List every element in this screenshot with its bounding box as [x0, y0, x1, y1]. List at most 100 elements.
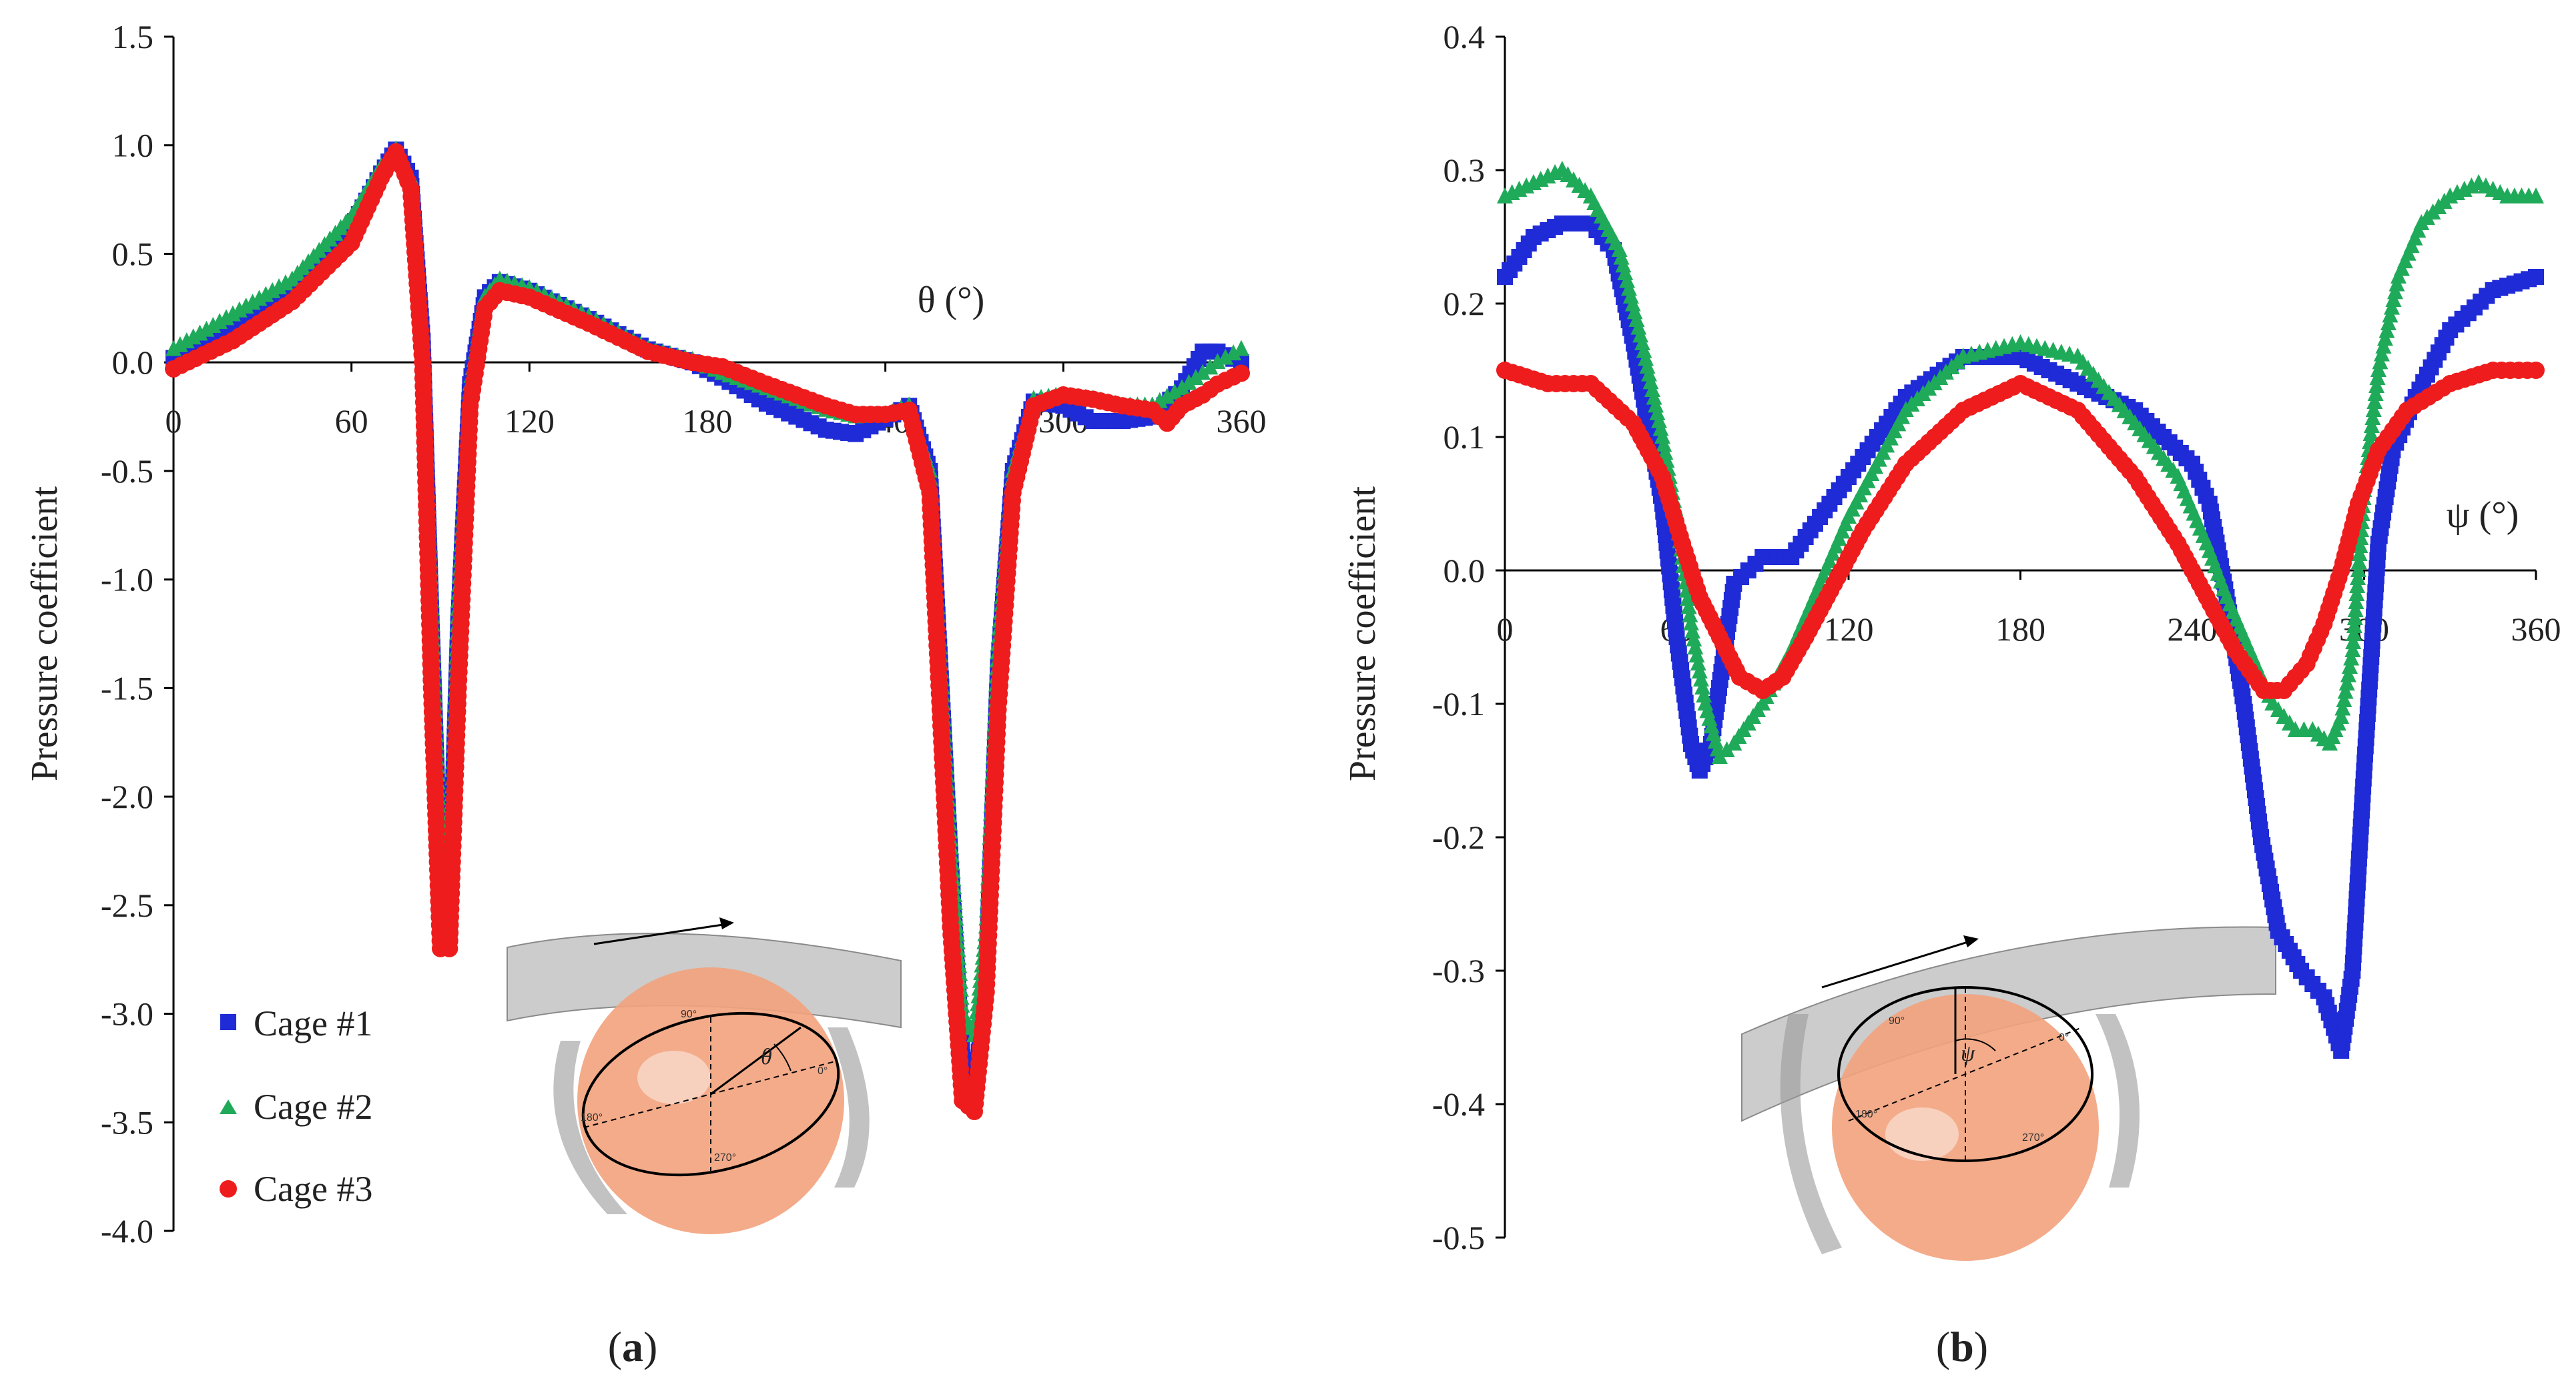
data-point-a-cage-2	[1187, 369, 1204, 386]
rotation-arrow-head-b	[1963, 935, 1979, 947]
rotation-arrow-shaft-a	[593, 923, 728, 945]
series-a-cage-3	[165, 143, 1250, 1120]
y-tick-label-a: 1.5	[112, 18, 154, 55]
y-tick-label-a: -1.0	[101, 561, 153, 598]
data-point-a-cage-2	[1202, 358, 1219, 375]
x-tick-label-a: 180	[683, 402, 733, 440]
y-tick-label-b: 0.0	[1443, 552, 1486, 589]
series-a	[165, 140, 1250, 1120]
x-tick-label-a: 60	[335, 402, 368, 440]
y-tick-label-a: 0.0	[112, 344, 154, 381]
data-point-b-cage-2	[1634, 334, 1650, 350]
data-point-b-cage-3	[2527, 362, 2545, 379]
y-axis-label-a: Pressure coefficient	[24, 486, 65, 782]
angle-label-180-b: 180°	[1855, 1109, 1877, 1120]
data-point-a-cage-2	[1217, 348, 1234, 365]
data-point-b-cage-2	[1690, 654, 1706, 670]
data-point-b-cage-2	[1651, 412, 1668, 428]
legend-label-cage-1: Cage #1	[254, 1003, 372, 1043]
angle-label-90-b: 90°	[1889, 1015, 1905, 1027]
legend-marker-cage-1	[220, 1014, 236, 1030]
data-point-b-cage-2	[1638, 350, 1654, 366]
series-b	[1496, 161, 2545, 1059]
angle-symbol-b: ψ	[1961, 1041, 1975, 1066]
x-axis-label-b: ψ (°)	[2447, 494, 2519, 536]
angle-label-0-b: 0°	[2059, 1032, 2069, 1043]
data-point-a-cage-2	[1233, 340, 1249, 356]
data-point-a-cage-2	[1174, 379, 1191, 396]
y-tick-label-a: 0.5	[112, 235, 154, 272]
data-point-a-cage-2	[1159, 388, 1175, 404]
data-point-b-cage-2	[1686, 630, 1702, 646]
rotation-arrow-shaft-b	[1821, 939, 1973, 989]
data-point-b-cage-2	[1687, 638, 1704, 654]
data-point-b-cage-2	[2333, 708, 2350, 724]
y-tick-label-b: -0.3	[1432, 952, 1485, 989]
data-point-b-cage-2	[1642, 373, 1659, 390]
angle-symbol-a: θ	[761, 1045, 772, 1069]
x-axis-label-a: θ (°)	[918, 280, 985, 321]
y-tick-label-b: -0.1	[1432, 685, 1485, 723]
x-tick-label-a: 120	[505, 402, 555, 440]
chart-panel-a: θ 90° 0° 180° 270° 1.5 1.0 0.5 0.0 -0.5 -1.0 -…	[24, 18, 1267, 1370]
legend-marker-cage-2	[220, 1099, 237, 1114]
data-point-a-cage-3	[1233, 364, 1250, 382]
axis-horizontal-b	[1848, 1027, 2083, 1121]
data-point-b-cage-2	[1680, 598, 1697, 614]
data-point-b-cage-2	[1688, 646, 1705, 662]
data-point-b-cage-2	[1680, 590, 1696, 606]
data-point-b-cage-2	[2340, 666, 2356, 682]
y-tick-label-a: -3.0	[101, 995, 153, 1033]
ball-a	[577, 967, 844, 1234]
chart-panel-b: ψ 90° 0° 180° 270° 0.4 0.3 0.2 0.1 0.0 -0.1 -0…	[1342, 18, 2561, 1370]
data-point-b-cage-2	[1682, 606, 1698, 622]
cage-pocket-right-b	[2096, 1014, 2140, 1188]
ball-highlight-b	[1885, 1107, 1959, 1161]
data-point-b-cage-2	[2337, 682, 2354, 699]
angle-arc-b	[1955, 1038, 1996, 1051]
series-b-cage-3	[1496, 362, 2545, 699]
angle-label-0-a: 0°	[818, 1065, 828, 1077]
cage-pocket-left-a	[553, 1041, 627, 1214]
data-point-b-cage-2	[2336, 691, 2352, 707]
data-point-b-cage-2	[1656, 436, 1672, 452]
panel-label-a: (a)	[608, 1323, 658, 1370]
cage-pocket-left-b	[1780, 1014, 1842, 1254]
ball-cage-diagram-b: ψ 90° 0° 180° 270°	[1741, 926, 2276, 1261]
data-point-a-cage-2	[1167, 383, 1183, 400]
data-point-a-cage-2	[1195, 364, 1211, 380]
x-tick-label-b: 0	[1497, 610, 1514, 648]
ball-cage-diagram-a: θ 90° 0° 180° 270°	[507, 917, 902, 1234]
data-point-b-cage-2	[1684, 622, 1701, 638]
y-tick-label-a: 1.0	[112, 127, 154, 164]
rotation-arrow-head-a	[719, 917, 734, 929]
data-point-b-cage-2	[1696, 686, 1712, 703]
x-tick-label-b: 360	[2511, 610, 2561, 648]
data-point-b-cage-1	[2528, 269, 2544, 285]
data-point-b-cage-2	[2342, 658, 2358, 674]
data-point-b-cage-2	[1694, 678, 1711, 695]
y-tick-label-b: -0.2	[1432, 819, 1485, 856]
data-point-b-cage-2	[1646, 388, 1662, 405]
data-point-b-cage-2	[1648, 396, 1664, 413]
data-point-b-cage-2	[2528, 187, 2544, 203]
legend-label-cage-3: Cage #3	[254, 1169, 372, 1209]
y-tick-label-a: -4.0	[101, 1212, 153, 1250]
y-tick-label-b: 0.3	[1443, 151, 1486, 189]
data-point-a-cage-2	[1209, 353, 1226, 370]
angle-label-270-b: 270°	[2022, 1132, 2044, 1143]
data-point-b-cage-2	[1636, 342, 1652, 358]
sensor-ellipse-a	[581, 1011, 840, 1177]
data-point-b-cage-2	[2338, 674, 2355, 690]
data-point-a-cage-2	[1225, 344, 1242, 361]
y-tick-label-b: 0.1	[1443, 418, 1486, 456]
y-tick-label-a: -3.5	[101, 1103, 153, 1141]
angle-label-270-a: 270°	[714, 1152, 736, 1164]
data-point-b-cage-2	[1649, 404, 1666, 420]
angle-line-a	[710, 1026, 801, 1095]
data-point-b-cage-2	[2334, 699, 2351, 716]
angle-arc-a	[773, 1043, 791, 1071]
data-point-b-cage-2	[1641, 365, 1658, 382]
